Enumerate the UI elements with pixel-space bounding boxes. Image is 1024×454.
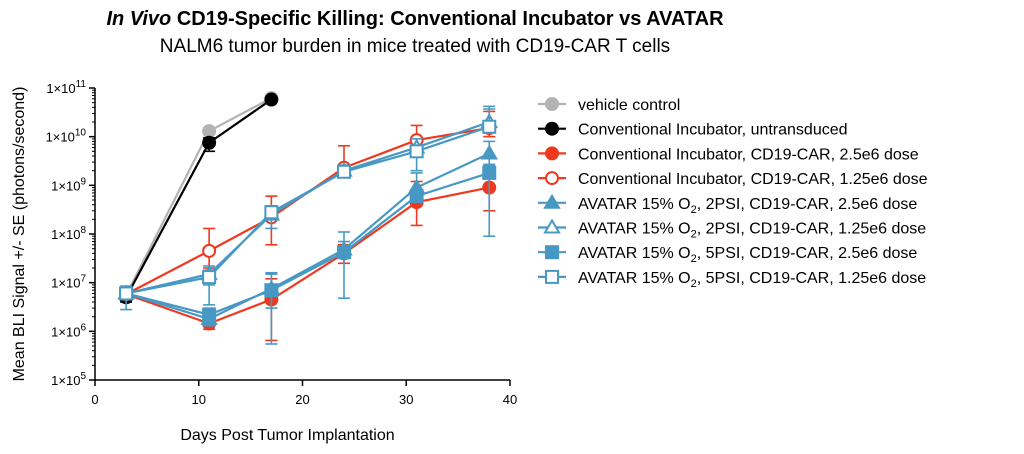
data-point xyxy=(202,307,217,322)
legend-marker xyxy=(545,121,559,136)
data-point xyxy=(119,286,134,301)
x-axis-label: Days Post Tumor Implantation xyxy=(180,427,394,444)
data-point xyxy=(202,270,217,285)
legend-item-1: vehicle control xyxy=(538,97,680,114)
legend-marker xyxy=(545,269,559,284)
y-tick-label: 1×108 xyxy=(51,225,86,242)
legend-label: AVATAR 15% O2, 5PSI, CD19-CAR, 1.25e6 do… xyxy=(578,270,926,290)
legend-marker xyxy=(545,146,559,161)
legend-marker xyxy=(543,218,561,234)
data-point xyxy=(202,135,217,150)
legend-label: Conventional Incubator, CD19-CAR, 2.5e6 … xyxy=(578,146,919,163)
data-point xyxy=(264,205,279,220)
data-point xyxy=(202,124,217,139)
series-line xyxy=(125,152,490,321)
series-line xyxy=(125,97,272,296)
y-tick-label: 1×1010 xyxy=(46,128,87,145)
series-8 xyxy=(119,105,497,301)
legend-marker xyxy=(545,171,559,186)
y-tick-label: 1×109 xyxy=(51,176,86,193)
y-axis-label: Mean BLI Signal +/- SE (photons/second) xyxy=(11,87,28,382)
legend-label: AVATAR 15% O2, 5PSI, CD19-CAR, 2.5e6 dos… xyxy=(578,245,917,265)
legend-marker xyxy=(545,97,559,111)
legend-label: vehicle control xyxy=(578,97,680,114)
y-tick-label: 1×106 xyxy=(51,322,86,339)
series-line xyxy=(125,120,490,295)
x-tick-label: 20 xyxy=(295,392,309,407)
data-point xyxy=(264,92,279,107)
legend-marker xyxy=(545,245,559,260)
legend-label: AVATAR 15% O2, 2PSI, CD19-CAR, 2.5e6 dos… xyxy=(578,196,917,216)
data-point xyxy=(264,283,279,298)
legend-item-3: Conventional Incubator, CD19-CAR, 2.5e6 … xyxy=(538,146,919,163)
series-line xyxy=(125,186,490,325)
x-tick-label: 10 xyxy=(192,392,206,407)
data-point xyxy=(202,243,217,258)
series-2 xyxy=(119,92,279,305)
chart-title-rest: CD19-Specific Killing: Conventional Incu… xyxy=(171,8,724,30)
data-point xyxy=(409,189,424,204)
legend-label: Conventional Incubator, CD19-CAR, 1.25e6… xyxy=(578,171,928,188)
legend-item-2: Conventional Incubator, untransduced xyxy=(538,121,848,139)
legend-item-4: Conventional Incubator, CD19-CAR, 1.25e6… xyxy=(538,171,928,188)
series-1 xyxy=(119,91,279,303)
chart-title-italic: In Vivo xyxy=(106,8,172,30)
data-point xyxy=(482,165,497,180)
y-tick-label: 1×105 xyxy=(51,371,86,388)
x-tick-label: 0 xyxy=(91,392,98,407)
legend-item-7: AVATAR 15% O2, 5PSI, CD19-CAR, 2.5e6 dos… xyxy=(538,245,917,265)
x-tick-label: 30 xyxy=(399,392,413,407)
data-point xyxy=(482,119,497,134)
legend-label: AVATAR 15% O2, 2PSI, CD19-CAR, 1.25e6 do… xyxy=(578,221,926,241)
y-tick-label: 1×1011 xyxy=(46,79,86,96)
y-tick-label: 1×107 xyxy=(51,274,86,291)
data-point xyxy=(337,164,351,179)
data-point xyxy=(409,144,424,159)
series-5 xyxy=(117,140,498,327)
series-line xyxy=(125,98,273,298)
chart-subtitle: NALM6 tumor burden in mice treated with … xyxy=(159,36,671,57)
series-line xyxy=(125,125,490,295)
x-tick-label: 40 xyxy=(503,392,517,407)
legend-item-8: AVATAR 15% O2, 5PSI, CD19-CAR, 1.25e6 do… xyxy=(538,269,926,290)
chart-title: In Vivo CD19-Specific Killing: Conventio… xyxy=(0,8,830,31)
legend-item-6: AVATAR 15% O2, 2PSI, CD19-CAR, 1.25e6 do… xyxy=(538,218,926,241)
series-line xyxy=(125,171,490,316)
data-point xyxy=(480,144,498,160)
data-point xyxy=(337,245,351,260)
legend-item-5: AVATAR 15% O2, 2PSI, CD19-CAR, 2.5e6 dos… xyxy=(538,193,917,216)
legend-label: Conventional Incubator, untransduced xyxy=(578,122,848,139)
legend-marker xyxy=(543,193,561,209)
